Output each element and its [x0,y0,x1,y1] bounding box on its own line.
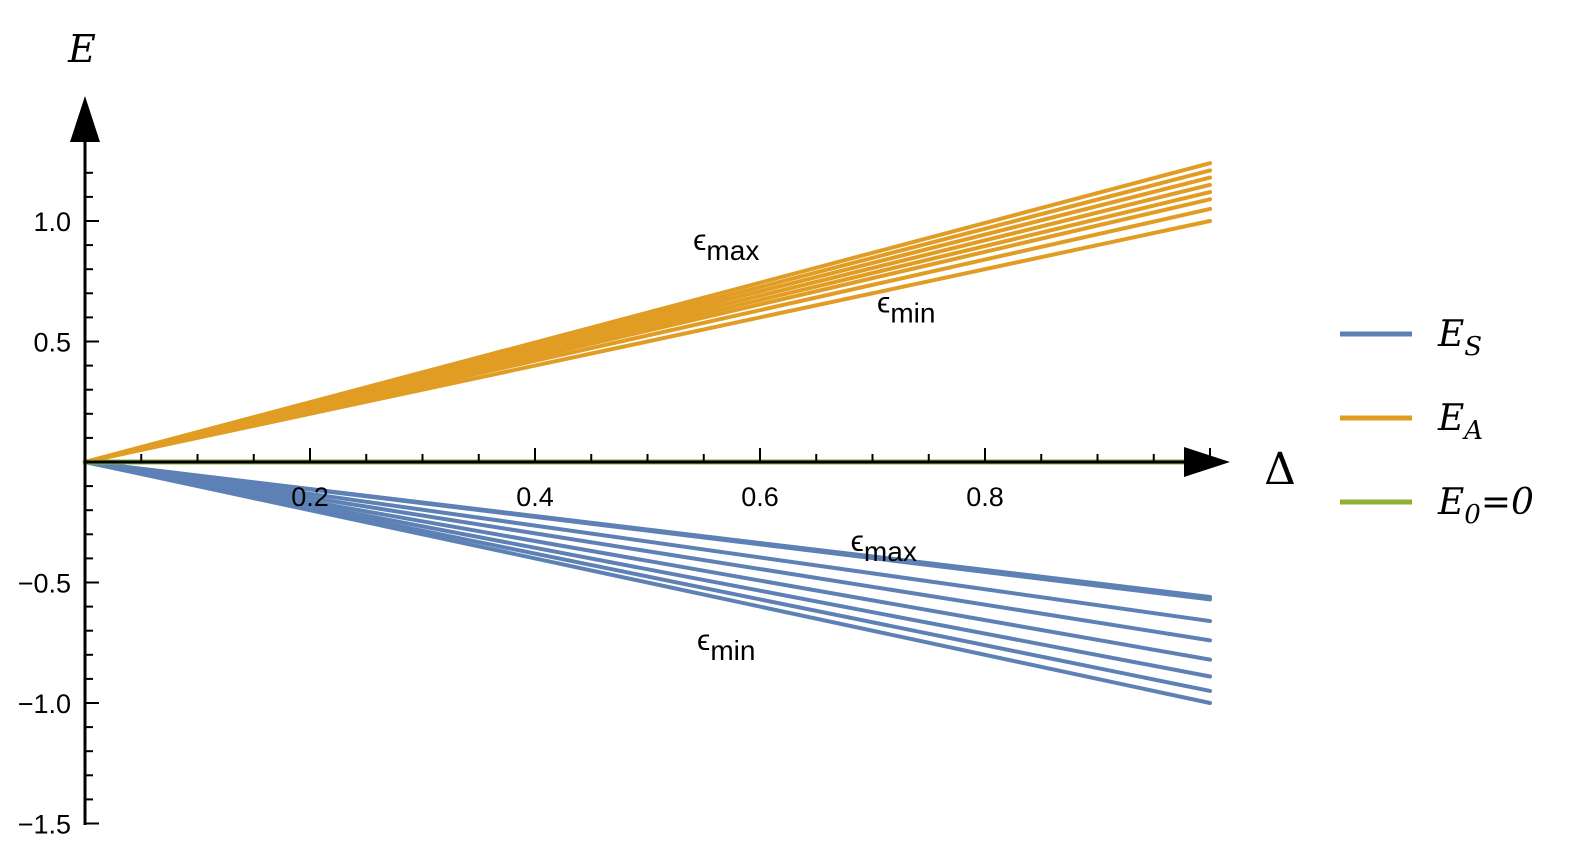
series-line [83,460,1212,705]
series-line [83,460,1212,602]
legend-label: E0=0 [1437,482,1534,530]
x-tick-label: 0.8 [966,482,1004,512]
y-tick-label: −1.0 [18,689,71,719]
series-line [83,460,1212,662]
epsilon-min-annotation: ϵmin [697,624,755,666]
x-tick-label: 0.6 [741,482,779,512]
series-line [83,460,1212,643]
x-axis-title: Δ [1264,444,1296,495]
legend-item: ES [1340,314,1482,362]
epsilon-max-annotation: ϵmax [851,525,917,567]
series-line [83,219,1212,464]
x-tick-label: 0.2 [291,482,329,512]
series-a [83,161,1212,464]
x-axis-arrow-icon [1184,447,1230,477]
y-axis-title: E [67,27,96,71]
legend-label: ES [1437,314,1482,362]
y-tick-label: 1.0 [33,207,71,237]
legend: ES EA E0=0 [1340,314,1534,530]
legend-item: EA [1340,398,1483,446]
series-line [83,460,1212,679]
axes-layer [70,96,1230,825]
legend-item: E0=0 [1340,482,1534,530]
legend-label: EA [1437,398,1483,446]
epsilon-max-annotation: ϵmax [693,224,759,266]
y-axis-arrow-icon [70,96,100,142]
series-line [83,460,1212,624]
x-tick-label: 0.4 [516,482,554,512]
y-tick-label: −0.5 [18,569,71,599]
series-layer [82,161,1213,705]
series-s [83,460,1212,705]
epsilon-min-annotation: ϵmin [877,287,935,329]
y-tick-label: 0.5 [33,328,71,358]
y-tick-label: −1.5 [18,810,71,840]
